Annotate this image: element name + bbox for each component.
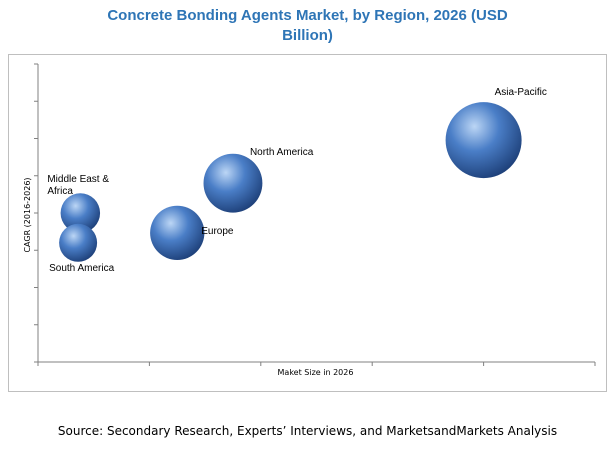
axes [34,63,596,366]
chart-title-line-2: Billion) [282,27,333,44]
bubble [59,223,98,262]
source-note: Source: Secondary Research, Experts’ Int… [57,424,558,438]
bubble-label: Africa [47,186,73,197]
bubble-label: Middle East & [47,174,109,185]
y-axis-label: CAGR (2016-2026) [23,177,32,252]
bubble [203,153,263,213]
chart-title-line-1: Concrete Bonding Agents Market, by Regio… [107,7,508,24]
x-axis-label: Maket Size in 2026 [278,368,354,377]
bubble [150,205,205,261]
bubble-label: North America [250,147,314,158]
bubble-label: Europe [201,226,234,237]
bubbles [59,102,522,262]
chart-title: Concrete Bonding Agents Market, by Regio… [0,6,615,46]
bubble-label: Asia-Pacific [495,87,547,98]
bubble [445,102,522,179]
bubble [60,193,101,233]
bubble-label: South America [49,263,114,274]
bubble-labels: Asia-Pacific North America Europe Middle Ea… [47,87,547,274]
chart-frame [8,54,607,392]
